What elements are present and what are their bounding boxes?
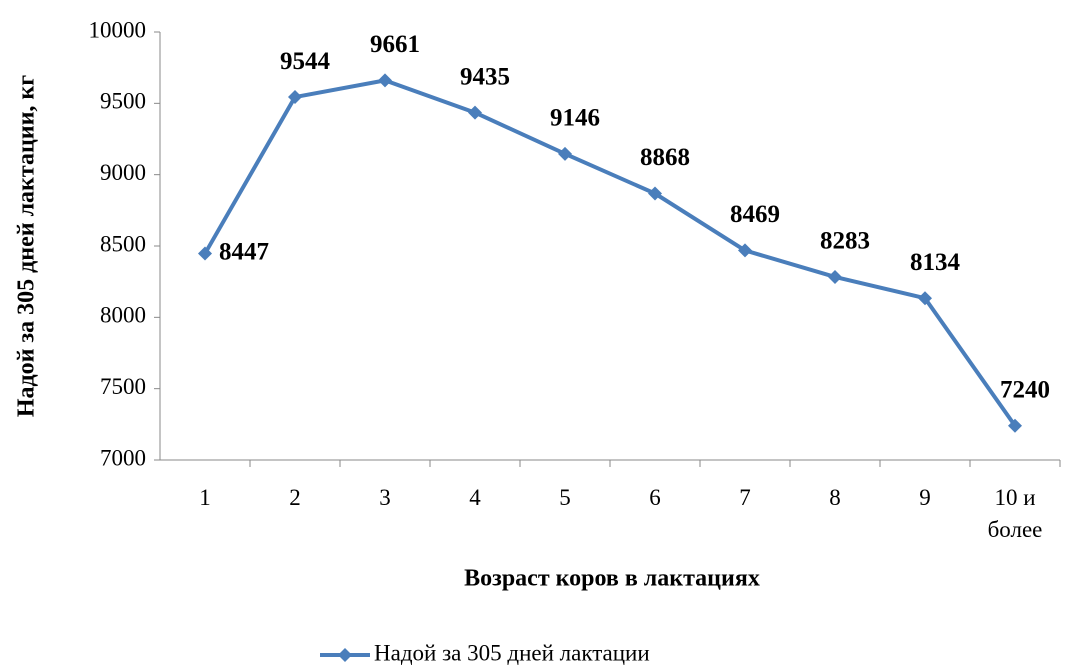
x-tick-label: 7 — [739, 485, 751, 510]
x-tick-label: 5 — [559, 485, 571, 510]
y-axis-title: Надой за 305 дней лактации, кг — [14, 75, 40, 417]
data-label: 9544 — [280, 48, 331, 75]
y-tick-label: 10000 — [89, 17, 147, 42]
x-tick-label: 10 и более — [987, 485, 1043, 542]
y-tick-label: 8500 — [100, 231, 146, 256]
line — [203, 78, 1017, 427]
marker — [288, 90, 302, 105]
data-label: 7240 — [1000, 376, 1050, 403]
x-tick-label: 4 — [469, 485, 481, 510]
data-label: 8469 — [730, 201, 780, 228]
marker — [468, 105, 482, 120]
x-tick-label: 1 — [199, 485, 211, 510]
x-tick-label: 9 — [919, 485, 931, 510]
y-tick-label: 7000 — [100, 445, 146, 470]
data-label: 8447 — [219, 238, 269, 265]
marker — [648, 186, 662, 201]
marker — [198, 246, 212, 261]
data-label: 9435 — [460, 63, 510, 90]
marker — [558, 146, 572, 161]
legend-label: Надой за 305 дней лактации — [374, 640, 650, 665]
x-tick-label: 3 — [379, 485, 391, 510]
y-tick-label: 9000 — [100, 160, 146, 185]
data-label: 8283 — [820, 228, 870, 255]
x-tick-label: 6 — [649, 485, 661, 510]
x-axis-title: Возраст коров в лактациях — [464, 566, 760, 592]
data-label: 8868 — [640, 144, 690, 171]
data-label: 8134 — [910, 249, 961, 276]
data-label: 9146 — [550, 105, 600, 132]
marker — [738, 243, 752, 258]
marker — [828, 269, 842, 284]
marker — [918, 291, 932, 306]
y-tick-label: 9500 — [100, 89, 146, 114]
data-label: 9661 — [370, 31, 420, 58]
marker — [1008, 418, 1022, 433]
x-tick-label: 8 — [829, 485, 841, 510]
y-tick-label: 7500 — [100, 374, 146, 399]
x-tick-label: 2 — [289, 485, 301, 510]
legend-marker — [338, 648, 352, 662]
y-tick-label: 8000 — [100, 303, 146, 328]
marker — [378, 73, 392, 88]
